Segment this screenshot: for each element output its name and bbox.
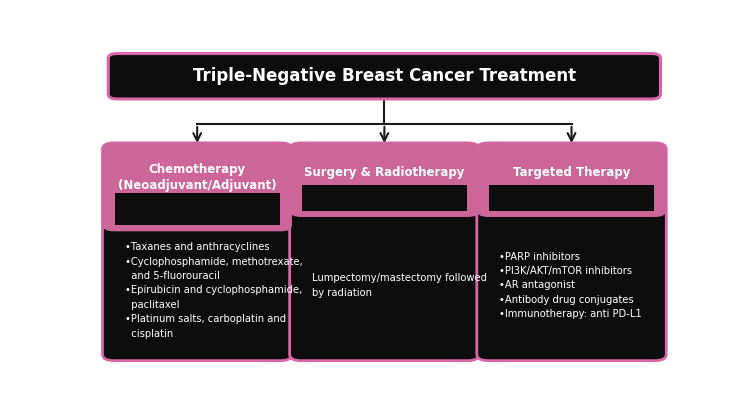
FancyBboxPatch shape xyxy=(103,143,292,361)
FancyBboxPatch shape xyxy=(290,143,479,217)
FancyBboxPatch shape xyxy=(103,143,292,231)
FancyBboxPatch shape xyxy=(477,143,666,217)
Text: •Taxanes and anthracyclines
•Cyclophosphamide, methotrexate,
  and 5-fluorouraci: •Taxanes and anthracyclines •Cyclophosph… xyxy=(124,242,302,339)
FancyBboxPatch shape xyxy=(477,143,666,361)
Text: Targeted Therapy: Targeted Therapy xyxy=(513,166,630,179)
Text: Lumpectomy/mastectomy followed
by radiation: Lumpectomy/mastectomy followed by radiat… xyxy=(312,273,487,298)
Bar xyxy=(115,193,280,225)
FancyBboxPatch shape xyxy=(290,143,479,361)
Text: Triple-Negative Breast Cancer Treatment: Triple-Negative Breast Cancer Treatment xyxy=(193,67,576,85)
FancyBboxPatch shape xyxy=(108,54,661,99)
Text: Chemotherapy
(Neoadjuvant/Adjuvant): Chemotherapy (Neoadjuvant/Adjuvant) xyxy=(118,164,277,193)
Bar xyxy=(489,185,654,211)
Text: Surgery & Radiotherapy: Surgery & Radiotherapy xyxy=(304,166,464,179)
Bar xyxy=(302,185,467,211)
Text: •PARP inhibitors
•PI3K/AKT/mTOR inhibitors
•AR antagonist
•Antibody drug conjuga: •PARP inhibitors •PI3K/AKT/mTOR inhibito… xyxy=(499,252,642,319)
